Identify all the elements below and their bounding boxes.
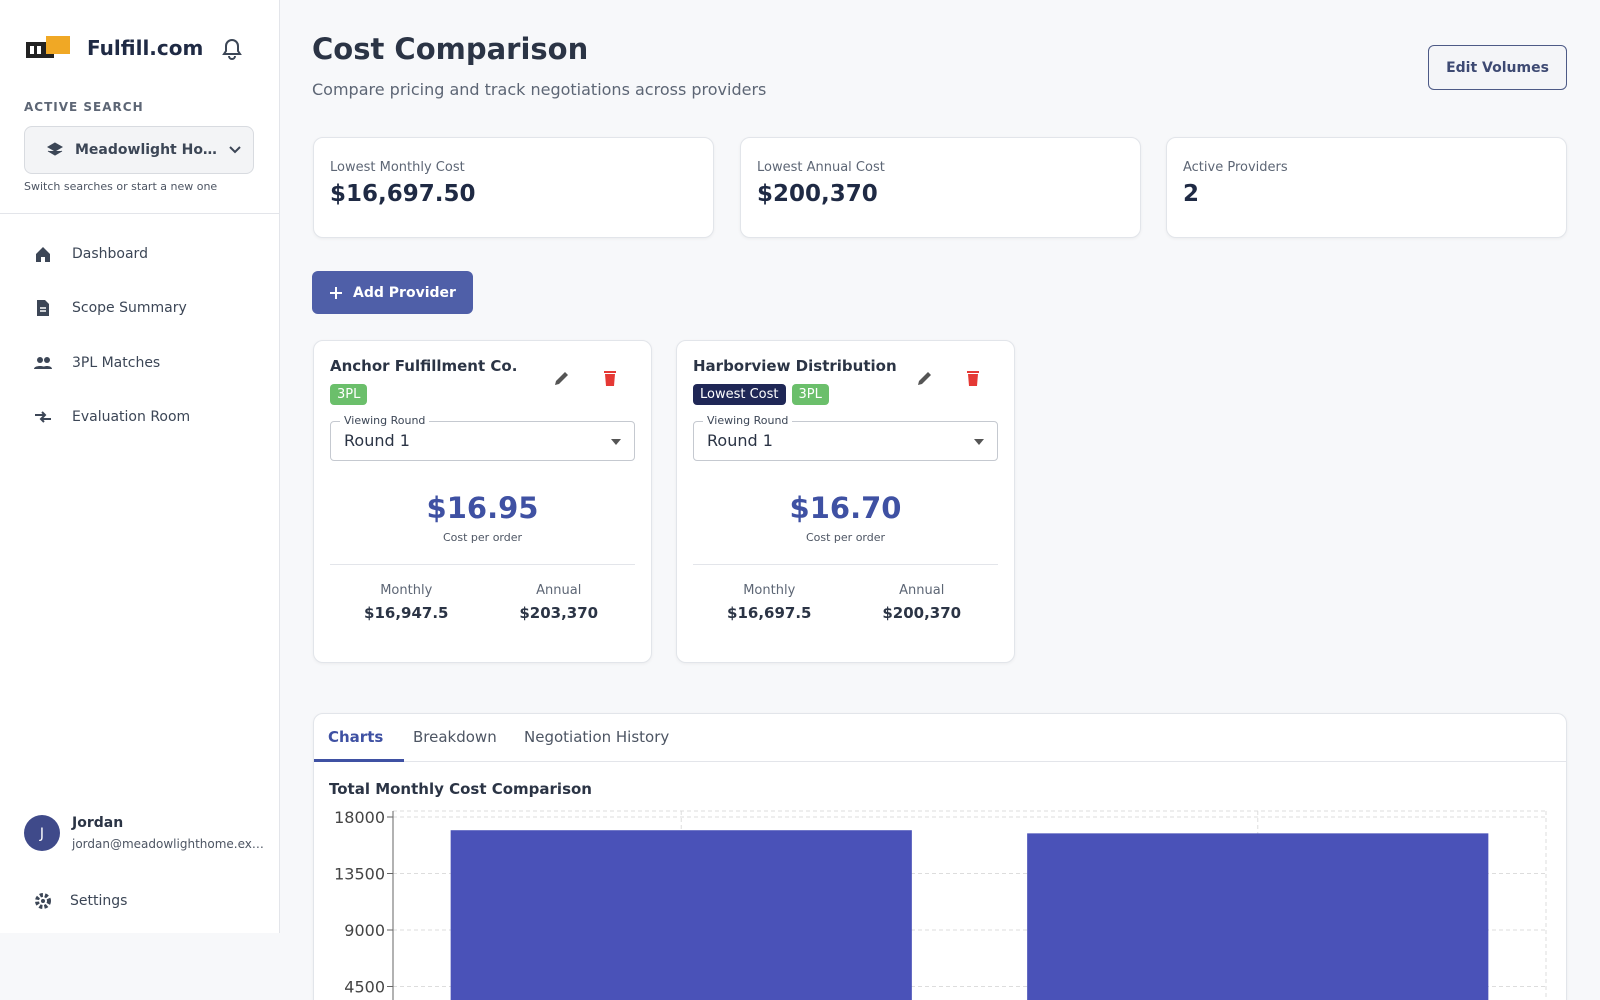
- stat-value: 2: [1183, 181, 1200, 207]
- delete-button[interactable]: [963, 368, 983, 388]
- monthly-value: $16,697.5: [727, 604, 812, 622]
- cost-per-order-label: Cost per order: [442, 531, 523, 544]
- search-hint: Switch searches or start a new one: [24, 180, 218, 193]
- notification-button[interactable]: [222, 38, 242, 60]
- dropdown-arrow: [974, 439, 984, 445]
- nav-item[interactable]: 3PL Matches: [34, 354, 160, 372]
- nav-icon: [37, 300, 49, 316]
- y-tick-label: 13500: [334, 865, 385, 884]
- tab[interactable]: Breakdown: [413, 728, 497, 746]
- provider-name: Harborview Distribution: [693, 357, 897, 375]
- y-tick-label: 18000: [334, 808, 385, 827]
- round-select[interactable]: Viewing Round Round 1: [330, 414, 635, 461]
- badge: 3PL: [330, 384, 368, 405]
- add-provider-label: Add Provider: [353, 284, 456, 301]
- nav-label: 3PL Matches: [72, 355, 161, 371]
- bar: [450, 830, 912, 1000]
- sidebar: Fulfill.com ACTIVE SEARCH Meadowlight Ho…: [0, 0, 280, 933]
- round-value: Round 1: [707, 431, 773, 450]
- monthly-value: $16,947.5: [364, 604, 449, 622]
- edit-button[interactable]: [552, 368, 572, 388]
- tab-divider: [314, 761, 1566, 762]
- nav-label: Evaluation Room: [72, 409, 191, 425]
- chevron: [229, 146, 241, 154]
- round-label: Viewing Round: [703, 414, 793, 427]
- nav-icon: [34, 357, 52, 369]
- nav-icon: [36, 247, 50, 262]
- badges: Lowest Cost 3PL: [693, 383, 998, 405]
- y-tick-label: 4500: [344, 978, 385, 997]
- stat-label: Lowest Annual Cost: [757, 160, 885, 175]
- edit-button[interactable]: [915, 368, 935, 388]
- stat-value: $16,697.50: [330, 181, 476, 207]
- user-email: jordan@meadowlighthome.ex…: [72, 837, 264, 851]
- cost-per-order-label: Cost per order: [805, 531, 886, 544]
- annual-value: $200,370: [882, 604, 962, 622]
- layers-icon: [47, 142, 63, 156]
- gear-icon: [35, 893, 51, 909]
- user-name: Jordan: [72, 815, 124, 831]
- avatar-initial: J: [39, 826, 44, 842]
- stat-label: Lowest Monthly Cost: [330, 160, 465, 175]
- badges: 3PL: [330, 383, 635, 405]
- plot: 4500 9000 13500 18000: [334, 808, 1547, 1000]
- tab-indicator: [314, 759, 404, 762]
- stat-value: $200,370: [757, 181, 878, 207]
- delete-button[interactable]: [600, 368, 620, 388]
- nav-item[interactable]: Dashboard: [34, 245, 148, 263]
- add-provider-button[interactable]: Add Provider: [312, 271, 473, 314]
- nav-label: Dashboard: [72, 246, 148, 262]
- y-tick-label: 9000: [344, 921, 385, 940]
- annual-total: Annual $203,370: [483, 583, 636, 622]
- logo: [26, 36, 70, 58]
- page-subtitle: Compare pricing and track negotiations a…: [312, 80, 767, 99]
- search-select[interactable]: Meadowlight Ho…: [24, 126, 254, 174]
- monthly-total: Monthly $16,947.5: [330, 583, 483, 622]
- badge: Lowest Cost: [693, 384, 786, 405]
- plus-icon: [330, 286, 343, 299]
- stat-card: Active Providers 2: [1166, 137, 1567, 238]
- page-title: Cost Comparison: [312, 32, 589, 66]
- monthly-label: Monthly: [380, 583, 433, 598]
- round-value: Round 1: [344, 431, 410, 450]
- nav-item[interactable]: Evaluation Room: [34, 408, 190, 426]
- annual-total: Annual $200,370: [846, 583, 999, 622]
- divider: [0, 213, 279, 214]
- cost-per-order: $16.95: [426, 491, 539, 525]
- totals: Monthly $16,947.5 Annual $203,370: [330, 564, 635, 622]
- bar: [1027, 833, 1489, 1000]
- settings-link[interactable]: Settings: [34, 892, 127, 910]
- stat-label: Active Providers: [1183, 160, 1288, 175]
- provider-name: Anchor Fulfillment Co.: [330, 357, 518, 375]
- nav-item[interactable]: Scope Summary: [34, 299, 187, 317]
- monthly-total: Monthly $16,697.5: [693, 583, 846, 622]
- edit-volumes-button[interactable]: Edit Volumes: [1428, 45, 1567, 90]
- monthly-label: Monthly: [743, 583, 796, 598]
- search-name: Meadowlight Ho…: [75, 142, 217, 158]
- settings-label: Settings: [70, 893, 128, 909]
- dropdown-arrow: [611, 439, 621, 445]
- cost-per-order: $16.70: [789, 491, 902, 525]
- stat-card: Lowest Annual Cost $200,370: [740, 137, 1141, 238]
- section-label: ACTIVE SEARCH: [24, 100, 144, 114]
- nav-label: Scope Summary: [72, 300, 187, 316]
- stat-card: Lowest Monthly Cost $16,697.50: [313, 137, 714, 238]
- badge: 3PL: [791, 384, 829, 405]
- nav-icon: [35, 411, 51, 423]
- provider-card: Harborview Distribution Lowest Cost 3PL Vie…: [676, 340, 1015, 663]
- annual-value: $203,370: [519, 604, 599, 622]
- annual-label: Annual: [899, 583, 945, 598]
- round-label: Viewing Round: [340, 414, 430, 427]
- round-select[interactable]: Viewing Round Round 1: [693, 414, 998, 461]
- avatar: J: [24, 815, 60, 851]
- totals: Monthly $16,697.5 Annual $200,370: [693, 564, 998, 622]
- tab[interactable]: Charts: [328, 728, 384, 746]
- tab[interactable]: Negotiation History: [524, 728, 670, 746]
- brand: Fulfill.com: [87, 36, 204, 60]
- provider-card: Anchor Fulfillment Co. 3PL Viewing Round Ro…: [313, 340, 652, 663]
- annual-label: Annual: [536, 583, 582, 598]
- chart-title: Total Monthly Cost Comparison: [329, 780, 592, 798]
